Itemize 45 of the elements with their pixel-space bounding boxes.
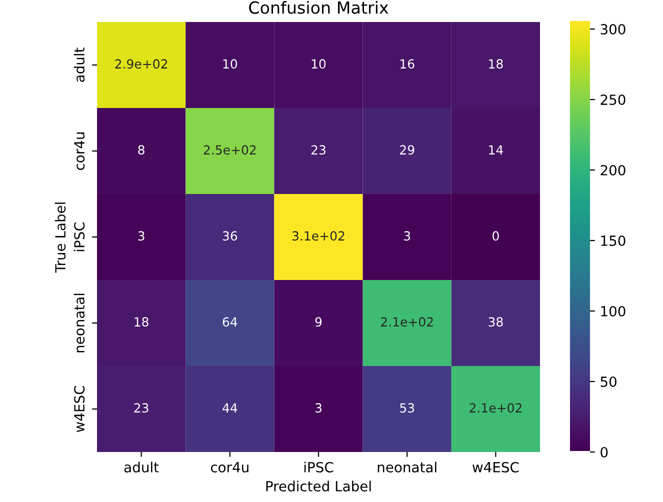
color-bar-label: 250 bbox=[600, 94, 626, 106]
data-label: 23 bbox=[134, 403, 148, 413]
color-bar-label: 200 bbox=[600, 165, 626, 176]
data-label: 0 bbox=[492, 231, 499, 241]
data-label: 23 bbox=[311, 145, 326, 155]
x-axis-title: Predicted Label bbox=[266, 480, 371, 492]
data-label: 38 bbox=[488, 317, 503, 327]
data-label: 3 bbox=[404, 231, 410, 241]
data-label: 2.9e+02 bbox=[115, 59, 168, 69]
data-label: 2.1e+02 bbox=[470, 403, 522, 413]
y-tick-label: neonatal bbox=[74, 294, 85, 352]
x-tick-label: adult bbox=[124, 462, 159, 472]
y-tick-label: cor4u bbox=[74, 132, 85, 170]
x-tick-label: cor4u bbox=[210, 462, 248, 472]
y-tick-label: iPSC bbox=[74, 222, 85, 252]
y-tick-label: adult bbox=[74, 48, 85, 82]
data-label: 36 bbox=[222, 231, 238, 241]
data-label: 18 bbox=[489, 59, 503, 69]
data-label: 3.1e+02 bbox=[292, 231, 344, 241]
y-tick-label: w4ESC bbox=[74, 386, 85, 432]
data-label: 8 bbox=[138, 145, 144, 155]
data-label: 16 bbox=[400, 59, 414, 69]
data-label: 9 bbox=[315, 317, 322, 327]
data-label: 2.5e+02 bbox=[204, 145, 256, 155]
data-label: 29 bbox=[400, 145, 414, 155]
data-label: 2.1e+02 bbox=[381, 317, 433, 327]
data-label: 3 bbox=[138, 231, 144, 241]
x-tick-label: w4ESC bbox=[472, 462, 519, 472]
data-label: 44 bbox=[222, 403, 238, 412]
color-bar-label: 50 bbox=[600, 376, 616, 387]
color-bar-label: 100 bbox=[601, 306, 626, 316]
data-label: 53 bbox=[400, 403, 414, 413]
data-label: 10 bbox=[312, 59, 326, 69]
x-tick-label: iPSC bbox=[304, 462, 334, 472]
x-tick-label: neonatal bbox=[378, 462, 436, 472]
data-label: 18 bbox=[134, 317, 148, 327]
color-bar-label: 300 bbox=[600, 24, 626, 35]
data-label: 14 bbox=[489, 145, 503, 154]
color-bar-label: 0 bbox=[600, 446, 608, 458]
y-axis-title: True Label bbox=[54, 202, 66, 273]
data-label: 3 bbox=[315, 403, 322, 413]
color-bar-label: 150 bbox=[601, 235, 626, 246]
chart-title: Confusion Matrix bbox=[249, 1, 388, 14]
data-label: 10 bbox=[223, 59, 238, 69]
data-label: 64 bbox=[222, 317, 238, 327]
